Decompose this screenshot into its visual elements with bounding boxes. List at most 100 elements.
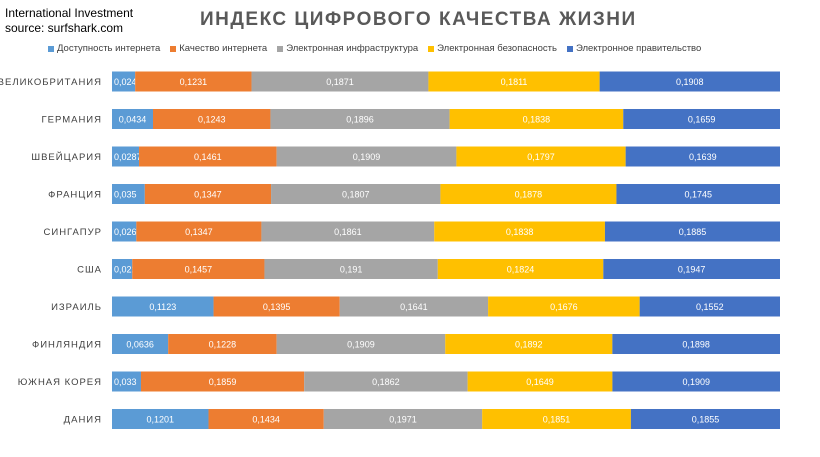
bar-segment [604,221,780,242]
data-label: 0,1909 [682,377,710,387]
bar-segment [612,371,780,392]
bar-segment [488,296,640,317]
category-label: ДАНИЯ [64,415,102,426]
legend-label: Качество интернета [179,43,268,54]
category-label: ВЕЛИКОБРИТАНИЯ [0,77,102,88]
data-label: 0,1347 [185,227,213,237]
legend-label: Доступность интернета [57,43,161,54]
category-label: США [77,265,102,276]
bar-segment [304,371,468,392]
data-label: 0,1885 [679,227,707,237]
data-label: 0,1123 [149,302,176,312]
data-label: 0,191 [340,265,363,275]
data-label: 0,1838 [523,115,551,125]
data-label: 0,0287 [114,152,142,162]
data-label: 0,1859 [209,377,237,387]
legend-label: Электронное правительство [575,43,702,54]
bar-segment [630,409,780,429]
data-label: 0,1434 [252,415,280,425]
data-label: 0,1851 [543,415,571,425]
bar-segment [440,184,617,204]
source-line-publisher: International Investment [5,6,134,20]
legend-swatch-icon [566,45,573,52]
data-label: 0,1231 [180,77,208,87]
legend-item: Качество интернета [170,43,267,54]
data-label: 0,1649 [526,377,554,387]
bar-segment [428,71,600,92]
data-label: 0,1971 [389,415,417,425]
bar-segment [276,334,446,354]
bar-segment [112,371,141,392]
data-label: 0,1461 [194,152,222,162]
bar-segment [270,109,450,129]
data-label: 0,1395 [263,302,291,312]
bar-segment [437,259,604,279]
data-label: 0,1861 [334,227,362,237]
legend-swatch-icon [277,45,284,52]
legend-item: Электронное правительство [566,43,702,54]
legend-label: Электронная безопасность [437,43,557,54]
bar-segment [140,371,305,392]
bar-segment [616,184,780,204]
data-label: 0,1659 [688,115,716,125]
data-label: 0,1909 [353,152,381,162]
data-label: 0,1552 [696,302,724,312]
data-label: 0,1228 [209,340,237,350]
data-label: 0,1811 [501,77,528,87]
bar-segment [445,334,613,354]
bar-segment [271,184,441,204]
bar-segment [599,71,780,92]
bar-segment [112,184,145,204]
bar-segment [208,409,324,429]
data-label: 0,1862 [372,377,400,387]
bar-segment [112,334,169,354]
bar-segment [153,109,271,129]
data-label: 0,1896 [346,115,374,125]
bar-segment [112,146,140,167]
data-label: 0,1807 [342,190,370,200]
data-label: 0,1947 [678,265,706,275]
bar-segment [434,221,605,242]
bar-segment [467,371,613,392]
data-label: 0,033 [114,377,137,387]
data-label: 0,1243 [198,115,226,125]
data-label: 0,0434 [119,115,147,125]
data-label: 0,1676 [550,302,578,312]
data-label: 0,1639 [689,152,717,162]
bar-segment [112,259,133,279]
bar-segment [112,221,137,242]
bar-segment [482,409,631,429]
bar-segment [264,259,438,279]
bar-segment [251,71,429,92]
category-label: ГЕРМАНИЯ [41,115,102,126]
bar-segment [323,409,483,429]
category-label: СИНГАПУР [44,227,103,238]
bar-segment [261,221,435,242]
bar-segment [612,334,780,354]
data-label: 0,0223 [114,265,142,275]
bar-segment [276,146,457,167]
bar-segment [168,334,277,354]
bar-segment [112,109,154,129]
source-note: International Investment source: surfsha… [5,6,133,36]
legend-item: Электронная безопасность [428,43,557,54]
bar-segment [449,109,624,129]
data-label: 0,1909 [347,340,375,350]
chart-legend: Доступность интернета Качество интернета… [48,43,701,54]
legend-swatch-icon [428,45,435,52]
legend-item: Электронная инфраструктура [277,43,418,54]
data-label: 0,1908 [676,77,704,87]
bar-segment [132,259,265,279]
data-label: 0,1898 [682,340,710,350]
bar-segment [112,409,209,429]
data-label: 0,035 [114,190,137,200]
category-label: ИЗРАИЛЬ [51,302,102,313]
bar-segment [456,146,626,167]
bar-segment [603,259,780,279]
data-label: 0,1457 [185,265,213,275]
bar-segment [136,221,262,242]
data-label: 0,1745 [684,190,712,200]
category-label: ФИНЛЯНДИЯ [32,340,102,351]
data-label: 0,1201 [146,415,174,425]
